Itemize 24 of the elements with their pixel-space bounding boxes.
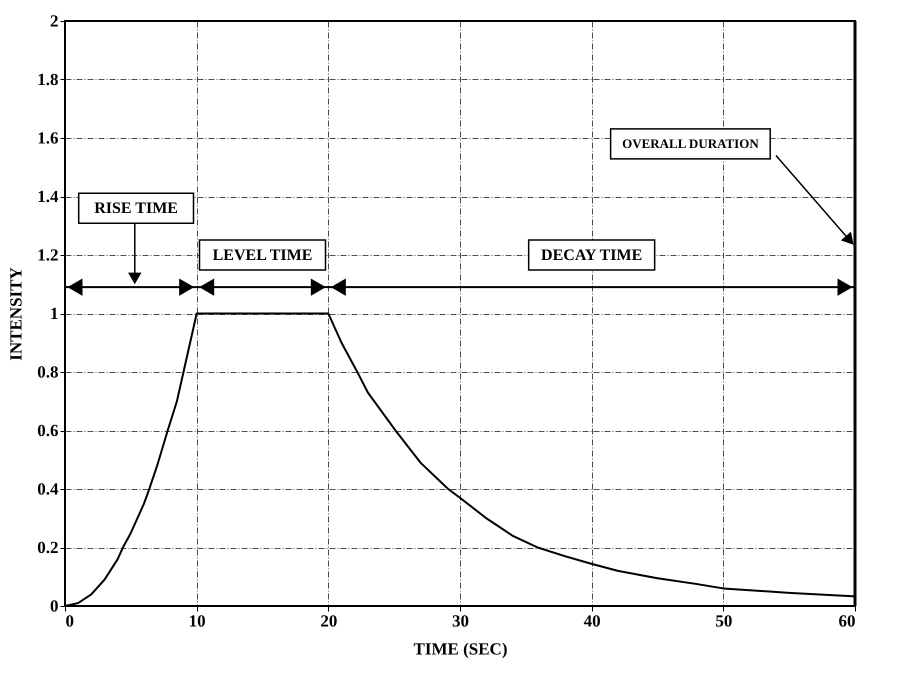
- x-axis-title: TIME (SEC): [414, 640, 508, 658]
- y-axis-title: INTENSITY: [6, 267, 26, 361]
- y-tick-label: 1: [50, 304, 58, 323]
- x-tick-label: 0: [66, 612, 74, 630]
- x-tick-label: 40: [584, 612, 601, 630]
- y-tick-label: 0.6: [37, 421, 58, 440]
- x-tick-label: 20: [320, 612, 338, 630]
- x-tick-label: 60: [838, 612, 856, 630]
- annotation: OVERALL DURATION: [622, 136, 760, 151]
- annotation: DECAY TIME: [541, 247, 642, 264]
- y-tick-label: 0.4: [37, 480, 59, 498]
- y-tick-label: 0.2: [37, 538, 58, 557]
- x-tick-label: 30: [452, 612, 469, 630]
- y-tick-label: 1.4: [37, 187, 59, 206]
- x-tick-label: 10: [188, 612, 206, 630]
- y-tick-label: 0.8: [37, 362, 58, 382]
- y-tick-label: 2: [50, 12, 58, 30]
- x-tick-label: 50: [715, 612, 732, 630]
- y-tick-label: 1.8: [37, 70, 58, 89]
- y-tick-label: 0: [50, 596, 58, 616]
- y-tick-label: 1.6: [37, 128, 58, 148]
- y-tick-label: 1.2: [37, 246, 58, 264]
- annotation: LEVEL TIME: [212, 247, 312, 264]
- annotation: RISE TIME: [94, 200, 178, 218]
